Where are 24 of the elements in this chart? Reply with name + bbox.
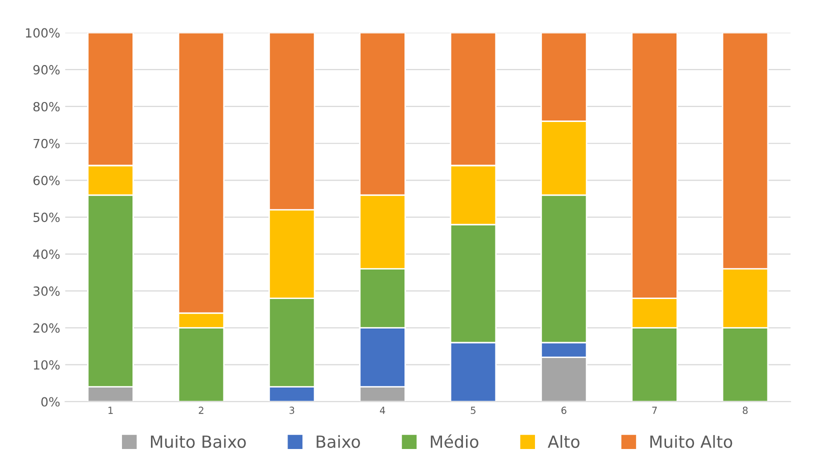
legend-label: Muito Alto	[650, 435, 732, 448]
legend-label: Médio	[430, 434, 478, 448]
legend-label: Muito Baixo	[150, 435, 246, 448]
y-tick-label: 80%	[33, 102, 60, 112]
legend-label: Baixo	[316, 435, 360, 448]
y-tick-label: 60%	[33, 176, 60, 186]
y-tick-label: 40%	[33, 250, 60, 259]
y-tick-label: 20%	[33, 323, 60, 333]
y-tick-label: 50%	[34, 212, 60, 222]
x-tick-label: 4	[380, 406, 386, 414]
x-tick-label: 1	[108, 406, 113, 414]
x-tick-label: 3	[290, 406, 294, 414]
x-tick-label: 2	[198, 406, 204, 414]
y-tick-label: 30%	[34, 286, 60, 296]
y-tick-label: 0%	[41, 397, 60, 407]
y-tick-label: 90%	[33, 65, 60, 75]
y-tick-label: 100%	[26, 28, 60, 38]
x-tick-label: 5	[470, 406, 476, 414]
x-tick-label: 6	[561, 406, 566, 414]
y-tick-label: 70%	[34, 138, 60, 148]
x-tick-label: 7	[652, 406, 657, 414]
legend-label: Alto	[548, 435, 580, 448]
y-tick-label: 10%	[34, 360, 60, 370]
x-tick-label: 8	[742, 406, 748, 414]
